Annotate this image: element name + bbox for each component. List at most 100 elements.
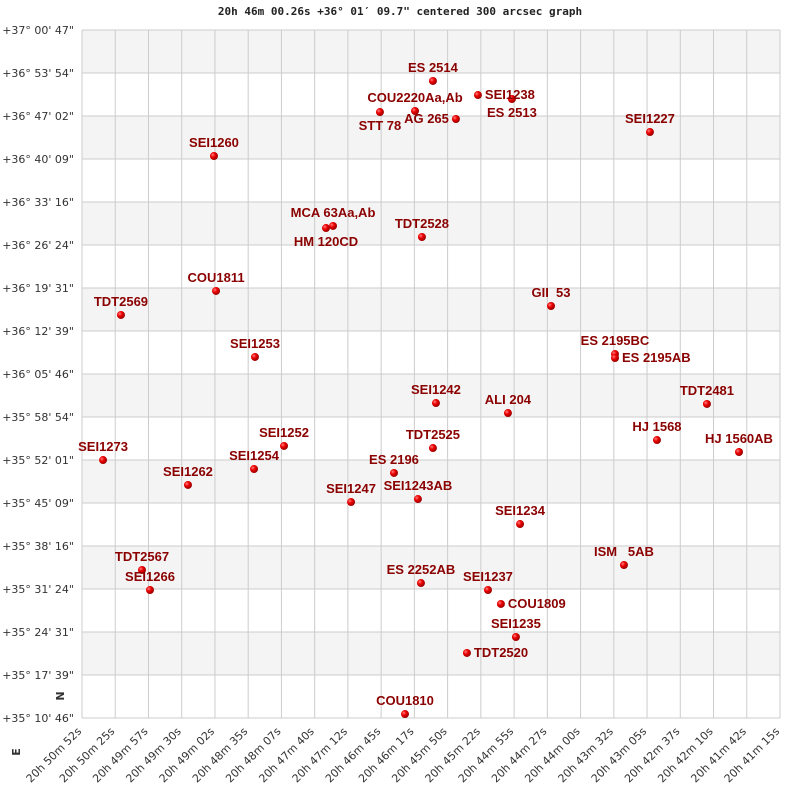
grid-band	[82, 30, 780, 73]
star-point	[417, 232, 426, 241]
star-label: ISM 5AB	[594, 544, 654, 559]
star-label: SEI1247	[326, 481, 376, 496]
star-label: TDT2481	[680, 383, 734, 398]
star-label: ALI 204	[485, 392, 532, 407]
star-point	[116, 310, 125, 319]
star-label: SEI1242	[411, 382, 461, 397]
star-point	[321, 224, 330, 233]
star-point	[547, 301, 556, 310]
star-label: TDT2528	[395, 216, 449, 231]
star-point	[389, 468, 398, 477]
grid-band	[82, 632, 780, 675]
star-label: SEI1273	[78, 439, 128, 454]
star-point	[416, 579, 425, 588]
star-point	[250, 352, 259, 361]
y-tick-label: +36° 12' 39"	[2, 325, 74, 338]
star-point	[428, 76, 437, 85]
star-label: SEI1253	[230, 336, 280, 351]
y-tick-label: +35° 24' 31"	[2, 626, 74, 639]
grid-band	[82, 288, 780, 331]
star-label: SEI1262	[163, 464, 213, 479]
star-point	[99, 456, 108, 465]
star-label: SEI1260	[189, 135, 239, 150]
compass-east-label: E	[10, 748, 23, 756]
star-label: ES 2514	[408, 60, 459, 75]
grid-band	[82, 116, 780, 159]
star-point	[516, 520, 525, 529]
star-point	[413, 495, 422, 504]
y-tick-label: +36° 40' 09"	[2, 153, 74, 166]
star-label: SEI1243AB	[384, 478, 453, 493]
chart-title: 20h 46m 00.26s +36° 01′ 09.7" centered 3…	[217, 5, 583, 18]
star-point	[375, 108, 384, 117]
star-label: HJ 1568	[632, 419, 681, 434]
y-tick-label: +35° 38' 16"	[2, 540, 74, 553]
grid-band	[82, 202, 780, 245]
star-label: ES 2195AB	[622, 350, 691, 365]
star-label: SEI1235	[491, 616, 541, 631]
star-point	[652, 436, 661, 445]
star-label: TDT2569	[94, 294, 148, 309]
star-label: COU1810	[376, 693, 434, 708]
y-tick-label: +36° 19' 31"	[2, 282, 74, 295]
y-tick-label: +37° 00' 47"	[2, 24, 74, 37]
y-tick-label: +36° 33' 16"	[2, 196, 74, 209]
y-tick-label: +35° 10' 46"	[2, 712, 74, 725]
compass-north-label: N	[54, 691, 67, 700]
star-label: SEI1237	[463, 569, 513, 584]
star-label: TDT2567	[115, 549, 169, 564]
y-tick-label: +36° 47' 02"	[2, 110, 74, 123]
star-label: MCA 63Aa,Ab	[291, 205, 376, 220]
y-tick-label: +35° 17' 39"	[2, 669, 74, 682]
y-tick-label: +36° 26' 24"	[2, 239, 74, 252]
star-point	[212, 286, 221, 295]
star-label: COU2220Aa,Ab	[367, 90, 462, 105]
star-point	[411, 106, 420, 115]
star-label: GII 53	[531, 285, 570, 300]
y-tick-label: +35° 52' 01"	[2, 454, 74, 467]
y-tick-label: +36° 05' 46"	[2, 368, 74, 381]
star-label: SEI1227	[625, 111, 675, 126]
star-label: HJ 1560AB	[705, 431, 773, 446]
star-label: ES 2513	[487, 105, 537, 120]
star-point	[619, 560, 628, 569]
star-point	[451, 115, 460, 124]
y-tick-label: +35° 31' 24"	[2, 583, 74, 596]
star-point	[145, 586, 154, 595]
star-label: COU1809	[508, 596, 566, 611]
star-point	[507, 94, 516, 103]
star-label: HM 120CD	[294, 234, 358, 249]
star-point	[610, 354, 619, 363]
grid-band	[82, 374, 780, 417]
star-point	[702, 399, 711, 408]
star-point	[347, 498, 356, 507]
star-label: STT 78	[359, 118, 402, 133]
star-point	[250, 465, 259, 474]
star-point	[209, 152, 218, 161]
grid-band	[82, 546, 780, 589]
star-point	[473, 91, 482, 100]
star-label: TDT2525	[406, 427, 460, 442]
grid-band	[82, 460, 780, 503]
star-point	[431, 399, 440, 408]
star-point	[503, 409, 512, 418]
y-tick-label: +35° 58' 54"	[2, 411, 74, 424]
star-label: SEI1238	[485, 87, 535, 102]
star-point	[483, 586, 492, 595]
star-label: AG 265	[404, 111, 449, 126]
star-point	[183, 480, 192, 489]
star-label: TDT2520	[474, 645, 528, 660]
y-tick-label: +35° 45' 09"	[2, 497, 74, 510]
star-point	[496, 599, 505, 608]
star-point	[645, 128, 654, 137]
star-point	[138, 565, 147, 574]
star-point	[511, 633, 520, 642]
star-label: ES 2252AB	[387, 562, 456, 577]
y-tick-label: +36° 53' 54"	[2, 67, 74, 80]
star-label: SEI1234	[495, 503, 546, 518]
star-point	[428, 444, 437, 453]
star-label: COU1811	[187, 270, 244, 285]
star-label: SEI1252	[259, 425, 309, 440]
star-point	[280, 441, 289, 450]
